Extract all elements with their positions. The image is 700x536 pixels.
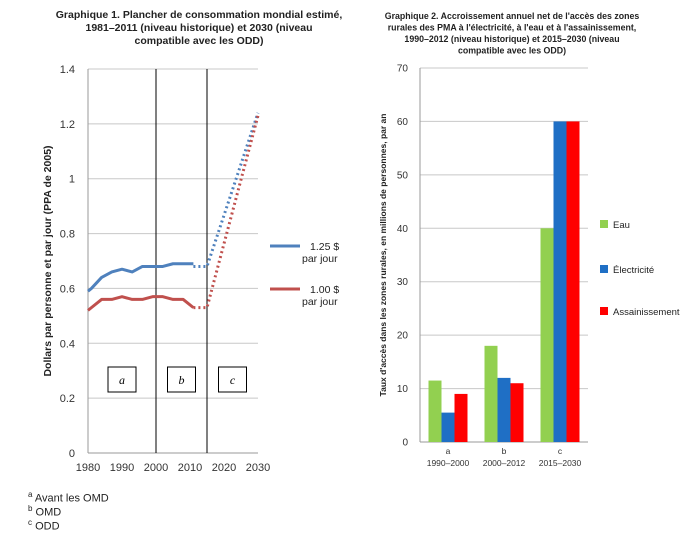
chart2-category-letter: c (558, 446, 563, 456)
chart2-bar (497, 377, 511, 442)
chart2-category-letter: b (502, 446, 507, 456)
chart1-legend-label: par jour (302, 296, 338, 308)
chart1-y-tick-label: 1.2 (60, 119, 75, 131)
chart1-series-line (87, 295, 195, 312)
chart1-title-line: Graphique 1. Plancher de consommation mo… (56, 9, 343, 21)
chart2-y-tick-label: 40 (397, 224, 409, 235)
chart1-series-line (87, 262, 194, 293)
chart2-category-letter: a (446, 446, 451, 456)
chart2-title-line: 1990–2012 (niveau historique) et 2015–20… (404, 34, 619, 44)
chart2-title-line: Graphique 2. Accroissement annuel net de… (385, 11, 640, 21)
chart1-legend-label: 1.00 $ (310, 284, 339, 296)
chart2-y-tick-label: 10 (397, 384, 409, 395)
chart1-x-tick-label: 2010 (178, 462, 202, 474)
chart2-category-period: 2000–2012 (483, 458, 526, 468)
chart2-y-tick-label: 20 (397, 331, 409, 342)
chart2-bar (454, 393, 468, 442)
chart1-legend-label: par jour (302, 253, 338, 265)
chart2-legend-label: Assainissement (613, 307, 680, 318)
chart1-period-box (167, 366, 196, 393)
chart2-y-axis-label: Taux d'accès dans les zones rurales, en … (378, 114, 388, 397)
chart1-y-tick-label: 0.6 (60, 283, 75, 295)
chart2-title-line: compatible avec les ODD) (458, 46, 566, 56)
chart1-x-tick-label: 1980 (76, 462, 100, 474)
chart2-legend-swatch (600, 265, 608, 273)
chart2-bar (441, 412, 455, 442)
chart2-bar (553, 121, 567, 442)
chart1-y-tick-label: 0.2 (60, 393, 75, 405)
chart2-bar (566, 121, 580, 442)
chart2-legend-swatch (600, 307, 608, 315)
chart2-y-tick-label: 50 (397, 170, 409, 181)
chart2-category-period: 1990–2000 (427, 458, 470, 468)
chart2-y-tick-label: 30 (397, 277, 409, 288)
chart2-legend-label: Eau (613, 220, 630, 231)
chart2-bar (484, 345, 498, 442)
chart2-bar (428, 380, 442, 442)
chart2-y-tick-label: 0 (402, 438, 408, 449)
chart-consumption-floor: Graphique 1. Plancher de consommation mo… (42, 9, 342, 474)
chart2-category-period: 2015–2030 (539, 458, 582, 468)
chart2-title-line: rurales des PMA à l'électricité, à l'eau… (388, 23, 636, 33)
chart1-x-tick-label: 2020 (212, 462, 236, 474)
chart1-series-projection (193, 112, 260, 268)
chart2-y-tick-label: 60 (397, 117, 409, 128)
chart1-y-tick-label: 0 (69, 448, 75, 460)
chart1-title-line: compatible avec les ODD) (135, 35, 264, 47)
chart1-period-box (107, 366, 137, 393)
chart-rural-access: Graphique 2. Accroissement annuel net de… (378, 11, 680, 468)
chart1-y-tick-label: 0.8 (60, 229, 75, 241)
chart1-y-tick-label: 0.4 (60, 338, 75, 350)
chart1-period-label: c (230, 373, 236, 387)
chart1-x-tick-label: 1990 (110, 462, 134, 474)
chart1-y-tick-label: 1.4 (60, 64, 75, 76)
chart1-x-tick-label: 2000 (144, 462, 168, 474)
chart1-legend-label: 1.25 $ (310, 241, 339, 253)
chart2-bar (510, 383, 524, 442)
chart1-period-label: b (179, 373, 185, 387)
footnote-c: c ODD (28, 518, 60, 533)
chart1-series-projection (193, 115, 260, 310)
chart2-y-tick-label: 70 (397, 64, 409, 75)
chart1-x-tick-label: 2030 (246, 462, 270, 474)
chart1-y-tick-label: 1 (69, 174, 75, 186)
chart2-legend-swatch (600, 220, 608, 228)
footnote-a: a Avant les OMD (28, 490, 109, 505)
chart1-title-line: 1981–2011 (niveau historique) et 2030 (n… (85, 22, 312, 34)
chart1-y-axis-label: Dollars par personne et par jour (PPA de… (42, 145, 54, 376)
chart2-legend-label: Électricité (613, 265, 654, 276)
chart1-period-label: a (119, 373, 125, 387)
chart1-period-box (218, 366, 247, 393)
chart2-bar (540, 228, 554, 442)
footnote-b: b OMD (28, 504, 62, 519)
